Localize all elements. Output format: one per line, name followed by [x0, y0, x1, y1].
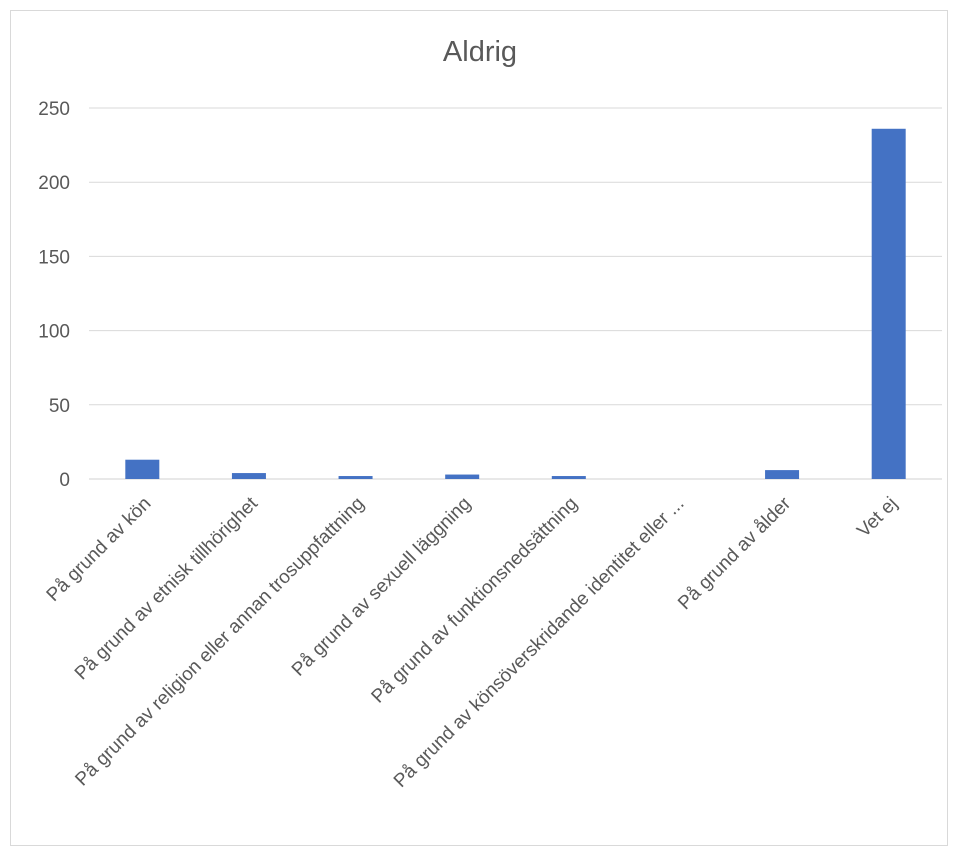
x-category-label: På grund av etnisk tillhörighet [71, 493, 263, 685]
x-category-label: Vet ej [853, 493, 901, 541]
x-category-label: På grund av kön [43, 493, 156, 606]
bars [125, 128, 906, 479]
y-tick-label: 0 [59, 470, 70, 491]
x-category-label: På grund av funktionsnedsättning [368, 493, 582, 707]
bar [231, 473, 266, 479]
x-category-label: På grund av sexuell läggning [288, 493, 475, 680]
bar [125, 459, 160, 479]
bar [338, 476, 373, 479]
y-tick-label: 200 [38, 173, 70, 194]
bar [871, 128, 906, 479]
bar [551, 476, 586, 479]
y-axis-ticks: 0 50 100 150 200 250 [38, 99, 70, 491]
y-tick-label: 100 [38, 322, 70, 343]
x-category-label: På grund av ålder [674, 493, 795, 614]
bar [445, 474, 480, 479]
chart-area [10, 10, 948, 846]
bar [765, 470, 800, 479]
y-tick-label: 50 [49, 396, 70, 417]
gridlines [89, 107, 942, 480]
chart-title: Aldrig [442, 36, 518, 68]
y-tick-label: 150 [38, 247, 70, 268]
y-tick-label: 250 [38, 99, 70, 120]
